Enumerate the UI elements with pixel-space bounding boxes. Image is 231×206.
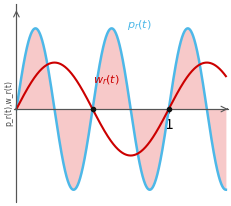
Text: $w_r(t)$: $w_r(t)$ (92, 73, 119, 87)
Text: $p_r(t)$: $p_r(t)$ (127, 18, 151, 32)
Y-axis label: p_r(t),w_r(t): p_r(t),w_r(t) (5, 80, 14, 126)
